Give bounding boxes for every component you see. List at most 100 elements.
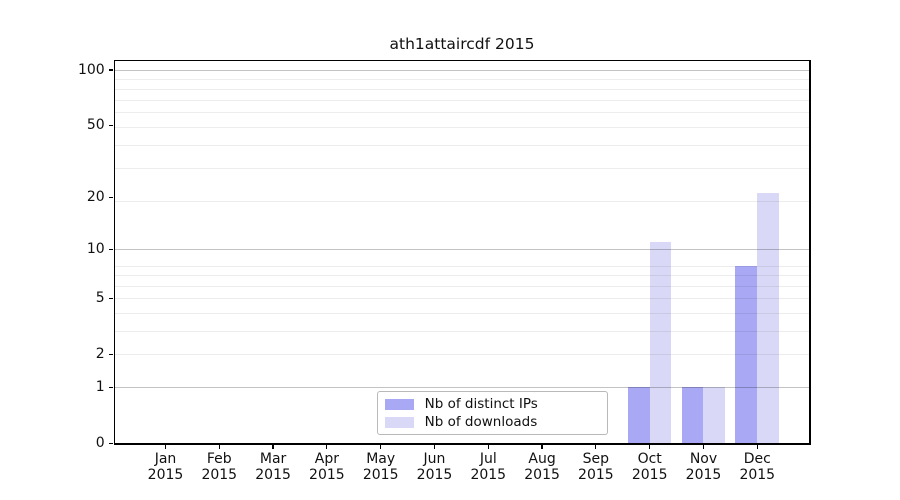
major-gridline xyxy=(114,69,810,71)
bar-distinct-ips xyxy=(681,387,704,444)
x-tick-month: Apr xyxy=(314,451,339,468)
x-tick-year: 2015 xyxy=(362,466,399,483)
x-tick-label: Jul 2015 xyxy=(448,451,528,483)
x-tick-mark xyxy=(595,444,597,449)
y-tick-label: 20 xyxy=(86,189,105,206)
y-tick-mark xyxy=(109,297,114,300)
top-spine xyxy=(113,59,811,61)
x-tick-month: Jan xyxy=(154,451,177,468)
y-tick-label: 2 xyxy=(95,346,105,363)
x-tick-label: Feb 2015 xyxy=(179,451,259,483)
y-tick-mark xyxy=(109,196,114,198)
x-tick-month: Mar xyxy=(259,451,287,468)
x-tick-month: Feb xyxy=(206,451,232,468)
right-spine xyxy=(809,59,811,445)
x-tick-label: Oct 2015 xyxy=(610,451,690,483)
legend-swatch-distinct-ips xyxy=(385,399,414,410)
y-tick-label: 100 xyxy=(77,61,105,78)
x-tick-label: Nov 2015 xyxy=(663,451,743,483)
x-tick-month: Nov xyxy=(689,451,718,468)
plot-area: 0 1 2 5 10 20 50 100 Jan 2015 Feb 2015 Mar 2015 Apr 20… xyxy=(78,59,811,483)
x-tick-mark xyxy=(326,444,328,449)
bar-downloads xyxy=(757,193,780,444)
minor-gridline xyxy=(114,99,810,101)
legend-item-downloads: Nb of downloads xyxy=(378,414,607,431)
minor-gridline xyxy=(114,112,810,114)
major-gridline xyxy=(114,387,810,389)
x-tick-mark xyxy=(433,444,436,449)
x-tick-mark xyxy=(218,444,220,449)
chart-title: ath1attaircdf 2015 xyxy=(389,35,535,53)
minor-gridline xyxy=(114,79,810,81)
legend: Nb of distinct IPs Nb of downloads xyxy=(377,391,609,436)
x-tick-month: Dec xyxy=(743,451,771,468)
bottom-spine xyxy=(113,443,811,445)
y-tick-label: 0 xyxy=(95,435,105,452)
y-tick-label: 50 xyxy=(86,117,105,134)
x-tick-month: May xyxy=(366,451,396,468)
y-tick-label: 10 xyxy=(86,241,105,258)
bar-downloads xyxy=(703,387,726,444)
minor-gridline xyxy=(114,168,810,170)
x-tick-mark xyxy=(649,444,651,449)
y-tick-label: 5 xyxy=(95,290,105,307)
x-tick-year: 2015 xyxy=(255,466,291,483)
x-tick-mark xyxy=(380,444,382,449)
x-tick-year: 2015 xyxy=(739,466,776,483)
x-tick-label: Jun 2015 xyxy=(394,451,474,483)
x-tick-year: 2015 xyxy=(416,466,453,483)
y-tick-mark xyxy=(109,248,114,250)
x-tick-year: 2015 xyxy=(524,466,560,483)
minor-gridline xyxy=(114,331,810,333)
x-tick-year: 2015 xyxy=(470,466,507,483)
y-tick-mark xyxy=(109,69,114,71)
bar-distinct-ips xyxy=(735,265,758,444)
major-gridline xyxy=(114,249,810,251)
y-tick-mark xyxy=(109,442,114,444)
x-tick-mark xyxy=(541,444,543,449)
minor-gridline xyxy=(114,354,810,356)
x-tick-mark xyxy=(702,444,705,449)
minor-gridline xyxy=(114,298,810,300)
x-tick-label: Sep 2015 xyxy=(556,451,636,483)
x-tick-month: Oct xyxy=(637,451,662,468)
x-tick-month: Sep xyxy=(582,451,610,468)
x-tick-month: Jul xyxy=(479,451,497,468)
x-tick-mark xyxy=(487,444,489,449)
x-tick-label: Dec 2015 xyxy=(717,451,797,483)
x-tick-mark xyxy=(164,444,167,449)
x-tick-label: May 2015 xyxy=(341,451,421,483)
x-tick-month: Aug xyxy=(528,451,556,468)
y-tick-mark xyxy=(109,353,114,356)
x-tick-year: 2015 xyxy=(147,466,184,483)
y-tick-label: 1 xyxy=(95,379,105,396)
x-tick-mark xyxy=(756,444,758,449)
minor-gridline xyxy=(114,200,810,202)
bar-distinct-ips xyxy=(627,387,650,444)
minor-gridline xyxy=(114,144,810,146)
x-tick-label: Mar 2015 xyxy=(233,451,313,483)
x-tick-label: Aug 2015 xyxy=(502,451,582,483)
x-tick-label: Apr 2015 xyxy=(287,451,367,483)
legend-label-distinct-ips: Nb of distinct IPs xyxy=(424,396,538,413)
x-tick-label: Jan 2015 xyxy=(125,451,205,483)
x-tick-year: 2015 xyxy=(578,466,614,483)
minor-gridline xyxy=(114,88,810,90)
legend-item-distinct-ips: Nb of distinct IPs xyxy=(378,396,607,413)
legend-swatch-downloads xyxy=(385,417,414,428)
minor-gridline xyxy=(114,126,810,128)
minor-gridline xyxy=(114,265,810,267)
legend-label-downloads: Nb of downloads xyxy=(424,414,538,431)
y-tick-mark xyxy=(109,124,114,126)
bar-downloads xyxy=(649,242,672,444)
minor-gridline xyxy=(114,275,810,277)
minor-gridline xyxy=(114,313,810,315)
x-tick-month: Jun xyxy=(423,451,446,468)
x-tick-year: 2015 xyxy=(201,466,238,483)
x-tick-year: 2015 xyxy=(685,466,722,483)
x-tick-year: 2015 xyxy=(309,466,345,483)
left-spine xyxy=(113,59,115,445)
y-tick-mark xyxy=(109,386,114,388)
x-tick-mark xyxy=(272,444,274,449)
